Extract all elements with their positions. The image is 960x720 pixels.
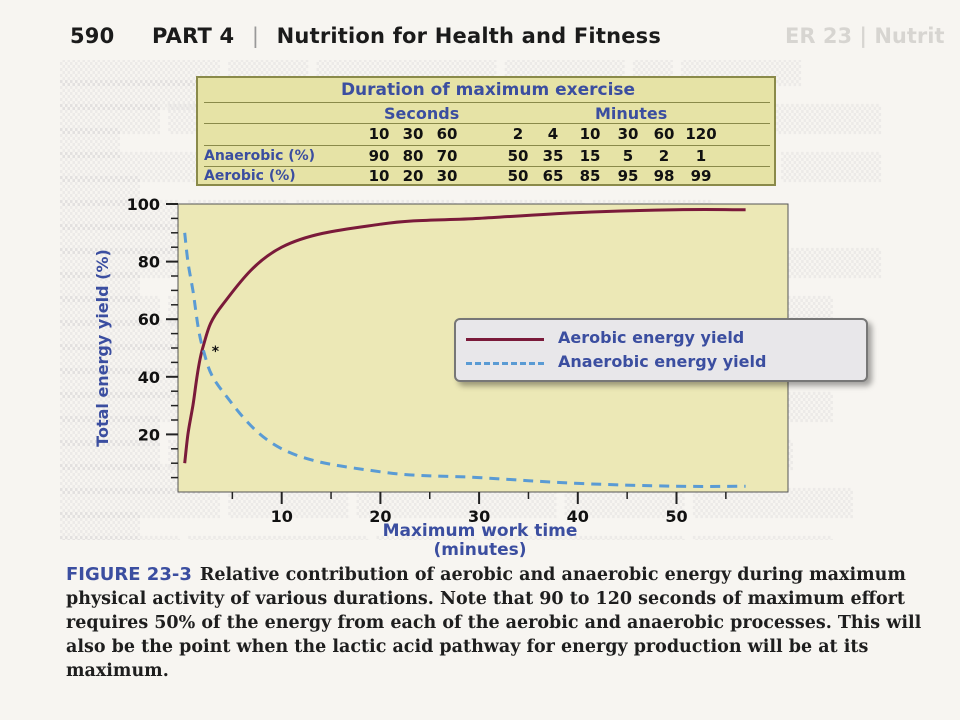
table-row-label-anaerobic: Anaerobic (%): [204, 148, 316, 164]
table-title: Duration of maximum exercise: [340, 80, 636, 100]
page-header: 590 PART 4 | Nutrition for Health and Fi…: [70, 24, 661, 48]
table-col-header: 2: [512, 125, 524, 143]
table-cell: 1: [695, 147, 707, 165]
caption-text: Relative contribution of aerobic and ana…: [66, 565, 922, 681]
y-tick-label: 40: [138, 368, 160, 387]
table-col-header: 30: [402, 125, 424, 143]
anaerobic-line: [183, 232, 746, 488]
table-cell: 10: [368, 167, 390, 185]
table-col-header: 10: [368, 125, 390, 143]
table-group-seconds: Seconds: [384, 104, 460, 123]
table-cell: 50: [507, 167, 529, 185]
table-col-header: 10: [579, 125, 601, 143]
table-cell: 90: [368, 147, 390, 165]
table-cell: 30: [436, 167, 458, 185]
table-cell: 99: [690, 167, 712, 185]
section-title: Nutrition for Health and Fitness: [276, 24, 662, 48]
page-number: 590: [70, 24, 115, 48]
table-rule: [204, 166, 770, 167]
legend-label-aerobic: Aerobic energy yield: [558, 328, 745, 347]
chart-series: [183, 208, 746, 488]
table-cell: 65: [542, 167, 564, 185]
table-cell: 15: [579, 147, 601, 165]
table-rule: [204, 145, 770, 146]
y-tick-label: 20: [138, 425, 160, 444]
table-rule: [204, 123, 770, 124]
y-tick-label: 80: [138, 253, 160, 272]
figure-label: FIGURE 23-3: [66, 564, 192, 585]
table-col-header: 60: [436, 125, 458, 143]
table-col-header: 4: [547, 125, 559, 143]
figure-caption: FIGURE 23-3 Relative contribution of aero…: [66, 563, 926, 683]
table-cell: 35: [542, 147, 564, 165]
x-tick-label: 20: [369, 507, 391, 526]
legend-label-anaerobic: Anaerobic energy yield: [558, 352, 767, 371]
intersection-marker: *: [212, 344, 220, 360]
table-cell: 85: [579, 167, 601, 185]
table-cell: 2: [658, 147, 670, 165]
y-tick-label: 100: [127, 195, 160, 214]
x-tick-label: 30: [468, 507, 490, 526]
x-axis-label: Maximum work time: [383, 521, 578, 541]
legend-swatch-aerobic: [466, 338, 544, 341]
x-axis-units: (minutes): [433, 540, 526, 560]
x-tick-label: 10: [271, 507, 293, 526]
legend-swatch-anaerobic: [466, 362, 544, 365]
facing-page-header: ER 23 | Nutrit: [785, 24, 945, 48]
y-axis-label: Total energy yield (%): [93, 249, 112, 447]
y-tick-label: 60: [138, 310, 160, 329]
duration-table: Duration of maximum exercise Seconds Min…: [196, 76, 776, 186]
table-col-header: 120: [685, 125, 717, 143]
chart-legend: Aerobic energy yield Anaerobic energy yi…: [454, 318, 868, 382]
aerobic-line: [183, 208, 746, 464]
table-cell: 80: [402, 147, 424, 165]
table-row-label-aerobic: Aerobic (%): [204, 168, 296, 184]
table-cell: 70: [436, 147, 458, 165]
chart-axes: 20 40 60 80 100 10 20 30 40 50: [127, 195, 727, 526]
x-tick-label: 40: [567, 507, 589, 526]
table-group-minutes: Minutes: [595, 104, 668, 123]
x-tick-label: 50: [665, 507, 687, 526]
table-cell: 5: [622, 147, 634, 165]
table-cell: 98: [653, 167, 675, 185]
table-cell: 50: [507, 147, 529, 165]
table-rule: [204, 102, 770, 103]
table-col-header: 60: [653, 125, 675, 143]
table-col-header: 30: [617, 125, 639, 143]
table-cell: 20: [402, 167, 424, 185]
header-divider: |: [251, 24, 260, 48]
part-label: PART 4: [151, 24, 235, 48]
table-cell: 95: [617, 167, 639, 185]
